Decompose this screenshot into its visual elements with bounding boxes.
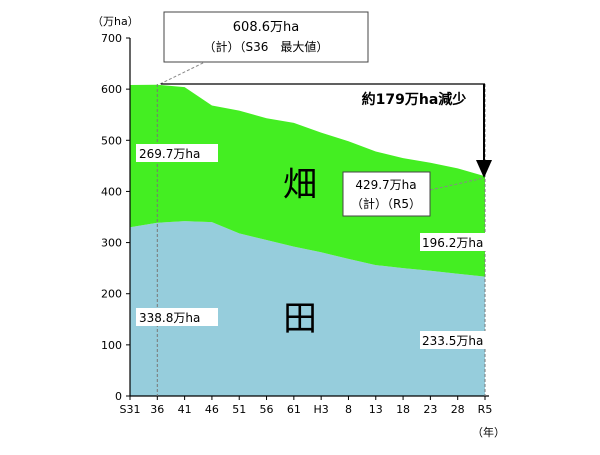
y-unit-label: （万ha） [92, 15, 139, 28]
area-series-ta [130, 221, 485, 396]
x-unit-label: （年） [472, 425, 505, 439]
x-tick-label: 56 [260, 403, 274, 416]
y-tick-label: 400 [101, 185, 122, 198]
area-label-hata: 畑 [283, 165, 317, 205]
area-series-hata [130, 84, 485, 277]
hata-s36-label: 269.7万ha [139, 147, 200, 161]
y-tick-label: 500 [101, 134, 122, 147]
x-tick-label: R5 [478, 403, 493, 416]
y-tick-label: 600 [101, 83, 122, 96]
latest-callout-box [342, 171, 431, 217]
decrease-arrow-head [476, 160, 492, 178]
ta-s36-label: 338.8万ha [139, 311, 200, 325]
hata-r5-label: 196.2万ha [422, 236, 483, 250]
x-tick-label: S31 [120, 403, 141, 416]
annotation-layer: （万ha） （年） 608.6万ha （計）（S36 最大値） 約179万ha減… [92, 11, 505, 439]
y-tick-label: 700 [101, 32, 122, 45]
axes-layer: 0 100 200 300 400 500 600 700 S31 36 41 46 51 56 61 H3 8… [101, 32, 492, 416]
x-tick-label: 28 [451, 403, 465, 416]
x-tick-label: 61 [287, 403, 301, 416]
x-tick-label: 8 [345, 403, 352, 416]
peak-leader-line [159, 61, 206, 85]
ta-r5-label: 233.5万ha [422, 334, 483, 348]
x-tick-label: 18 [396, 403, 410, 416]
x-tick-label: 36 [150, 403, 164, 416]
x-tick-label: 46 [205, 403, 219, 416]
hata-r5-label-bg [420, 233, 496, 251]
ta-s36-label-bg [136, 308, 218, 326]
y-tick-label: 200 [101, 288, 122, 301]
peak-note-label: （計）（S36 最大値） [204, 39, 329, 54]
y-tick-label: 0 [115, 390, 122, 403]
x-tick-label: 23 [423, 403, 437, 416]
peak-value-label: 608.6万ha [233, 20, 299, 35]
y-tick-label: 300 [101, 237, 122, 250]
area-layer [130, 84, 485, 396]
area-label-ta: 田 [283, 299, 317, 339]
x-tick-label: H3 [314, 403, 329, 416]
x-tick-label: 41 [178, 403, 192, 416]
latest-leader-line [429, 177, 485, 191]
hata-s36-label-bg [136, 144, 218, 162]
latest-note-label: （計）（R5） [351, 196, 421, 211]
ta-r5-label-bg [420, 331, 496, 349]
latest-value-label: 429.7万ha [355, 178, 416, 192]
y-tick-label: 100 [101, 339, 122, 352]
peak-callout-box [163, 11, 369, 63]
x-tick-label: 13 [369, 403, 383, 416]
x-tick-label: 51 [232, 403, 246, 416]
decrease-label: 約179万ha減少 [362, 91, 467, 108]
